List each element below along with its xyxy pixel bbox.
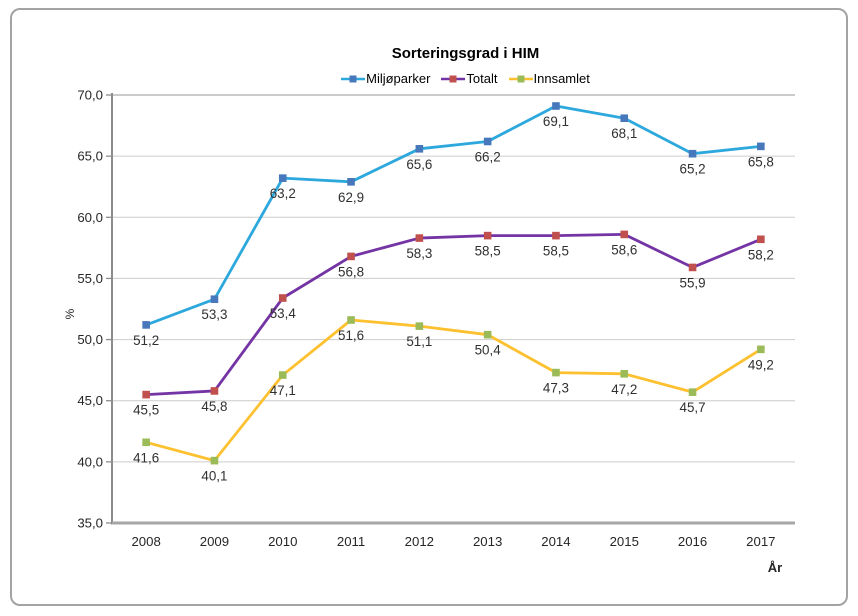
data-point-marker-totalt	[688, 263, 697, 272]
data-point-marker-innsamlet	[552, 368, 560, 377]
data-point-marker-totalt	[552, 231, 560, 240]
chart-title: Sorteringsgrad i HIM	[391, 45, 540, 62]
x-tick-label: 2011	[337, 534, 365, 549]
data-label-innsamlet: 47,1	[270, 383, 296, 398]
data-point-marker-totalt	[347, 252, 355, 261]
data-point-marker-milj-parker	[347, 178, 355, 186]
data-point-marker-milj-parker	[757, 142, 765, 151]
x-tick-label: 2016	[678, 534, 707, 549]
data-label-milj-parker: 62,9	[338, 190, 364, 205]
x-tick-label: 2010	[268, 534, 297, 549]
data-point-marker-milj-parker	[552, 102, 560, 110]
data-label-innsamlet: 40,1	[201, 469, 227, 484]
data-label-totalt: 58,5	[543, 244, 569, 259]
chart-panel: Sorteringsgrad i HIM Miljøparker Totalt In…	[10, 8, 848, 606]
data-point-marker-milj-parker	[415, 145, 424, 153]
x-tick-label: 2008	[131, 534, 160, 549]
data-point-marker-innsamlet	[620, 370, 629, 378]
data-label-innsamlet: 49,2	[748, 357, 774, 372]
data-point-marker-innsamlet	[210, 456, 219, 465]
data-label-milj-parker: 65,8	[748, 154, 774, 169]
y-tick-label: 70,0	[77, 88, 103, 103]
series-line-milj-parker	[144, 104, 763, 327]
x-tick-label: 2012	[405, 534, 434, 549]
y-tick-label: 55,0	[77, 271, 103, 286]
y-tick-label: 45,0	[77, 393, 103, 408]
data-point-marker-totalt	[278, 294, 287, 302]
data-label-totalt: 56,8	[338, 264, 364, 279]
x-tick-label: 2013	[473, 534, 502, 549]
chart-legend: Miljøparker Totalt Innsamlet	[124, 71, 807, 86]
legend-label: Totalt	[466, 71, 498, 86]
y-tick-label: 40,0	[77, 454, 103, 469]
data-point-marker-totalt	[483, 231, 492, 240]
data-label-totalt: 55,9	[680, 275, 706, 290]
data-label-totalt: 45,5	[133, 403, 159, 418]
data-label-totalt: 58,2	[748, 247, 774, 262]
legend-item-innsamlet: Innsamlet	[508, 71, 590, 86]
legend-label: Innsamlet	[533, 71, 590, 86]
data-point-marker-totalt	[757, 235, 765, 244]
data-point-marker-innsamlet	[688, 388, 697, 396]
data-label-milj-parker: 65,6	[406, 157, 432, 172]
data-label-milj-parker: 53,3	[201, 307, 227, 322]
data-label-totalt: 58,6	[611, 242, 637, 257]
legend-marker-innsamlet	[508, 75, 533, 82]
y-tick-label: 50,0	[77, 332, 103, 347]
legend-label: Miljøparker	[366, 71, 431, 86]
data-label-innsamlet: 41,6	[133, 450, 159, 465]
data-label-milj-parker: 51,2	[133, 333, 159, 348]
data-label-milj-parker: 69,1	[543, 114, 569, 129]
data-point-marker-innsamlet	[278, 371, 287, 379]
data-point-marker-totalt	[620, 230, 629, 239]
x-tick-label: 2017	[746, 534, 775, 549]
x-tick-label: 2014	[541, 534, 570, 549]
data-point-marker-milj-parker	[142, 321, 150, 329]
data-point-marker-totalt	[142, 390, 150, 399]
legend-marker-totalt	[441, 75, 466, 82]
data-point-marker-milj-parker	[278, 174, 287, 182]
data-point-marker-totalt	[415, 234, 424, 242]
data-point-marker-milj-parker	[620, 114, 629, 123]
data-point-marker-innsamlet	[757, 345, 765, 354]
data-label-milj-parker: 65,2	[680, 162, 706, 177]
data-label-totalt: 53,4	[270, 306, 297, 321]
data-point-marker-totalt	[210, 387, 219, 395]
data-label-milj-parker: 68,1	[611, 126, 637, 141]
legend-item-milj-parker: Miljøparker	[341, 71, 430, 86]
data-label-totalt: 58,5	[475, 244, 501, 259]
y-tick-label: 65,0	[77, 149, 103, 164]
data-point-marker-innsamlet	[415, 322, 424, 330]
data-label-innsamlet: 45,7	[680, 400, 706, 415]
data-label-milj-parker: 66,2	[475, 149, 501, 164]
data-label-totalt: 45,8	[201, 399, 227, 414]
data-point-marker-innsamlet	[347, 316, 355, 324]
data-label-totalt: 58,3	[406, 246, 432, 261]
y-tick-label: 60,0	[77, 210, 103, 225]
data-label-innsamlet: 47,2	[611, 382, 637, 397]
data-point-marker-innsamlet	[142, 438, 150, 447]
series-line-totalt	[144, 233, 763, 397]
data-label-milj-parker: 63,2	[270, 186, 296, 201]
series-line-innsamlet	[144, 318, 763, 463]
data-label-innsamlet: 51,6	[338, 328, 364, 343]
data-point-marker-milj-parker	[688, 149, 697, 158]
x-tick-label: 2009	[200, 534, 229, 549]
x-axis-title: År	[767, 560, 783, 575]
legend-item-totalt: Totalt	[441, 71, 498, 86]
data-label-innsamlet: 51,1	[406, 334, 432, 349]
data-point-marker-innsamlet	[483, 330, 492, 339]
x-tick-label: 2015	[610, 534, 639, 549]
y-tick-label: 35,0	[77, 516, 103, 531]
data-label-innsamlet: 47,3	[543, 381, 569, 396]
data-point-marker-milj-parker	[210, 295, 219, 304]
legend-marker-milj-parker	[341, 75, 366, 82]
data-label-innsamlet: 50,4	[475, 343, 502, 358]
data-point-marker-milj-parker	[483, 137, 492, 146]
